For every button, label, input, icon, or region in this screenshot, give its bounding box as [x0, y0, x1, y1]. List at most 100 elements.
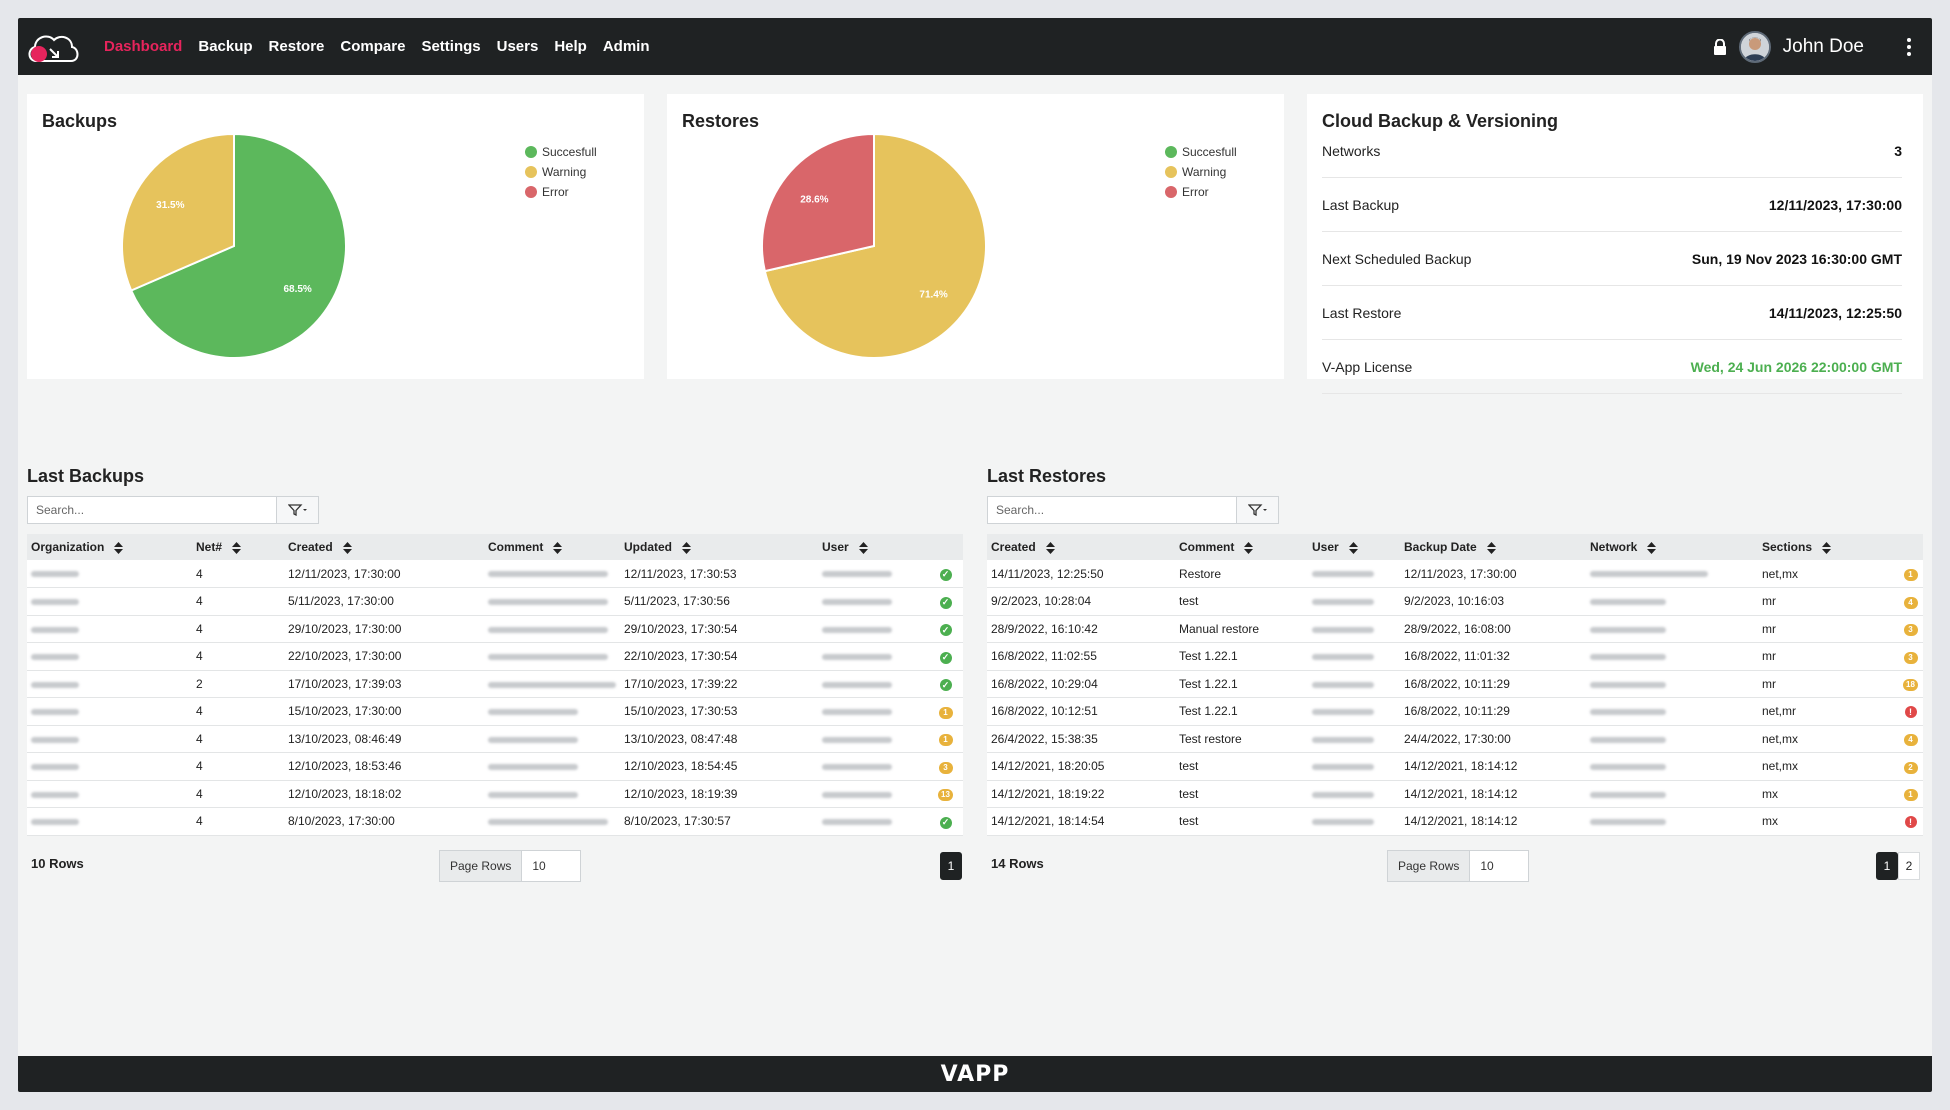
table-row[interactable]: 4 12/11/2023, 17:30:00 12/11/2023, 17:30:5…	[27, 560, 963, 588]
restores-search-input[interactable]: Search...	[996, 503, 1045, 517]
restores-filter-button[interactable]	[1236, 497, 1278, 523]
sections-cell: mr	[1758, 642, 1898, 671]
organization-cell	[27, 615, 192, 643]
table-row[interactable]: 16/8/2022, 11:02:55 Test 1.22.1 16/8/2022,…	[987, 642, 1923, 671]
warning-count-badge[interactable]: 13	[938, 789, 953, 802]
legend-item[interactable]: Succesfull	[1165, 142, 1237, 162]
column-header[interactable]: Backup Date	[1400, 534, 1586, 560]
sections-cell: net,mx	[1758, 752, 1898, 781]
sort-icon[interactable]	[1822, 541, 1832, 554]
table-row[interactable]: 16/8/2022, 10:29:04 Test 1.22.1 16/8/2022,…	[987, 670, 1923, 698]
column-header[interactable]: Created	[284, 534, 484, 560]
info-row: Last Restore 14/11/2023, 12:25:50	[1322, 286, 1902, 340]
page-rows-select[interactable]: 10	[532, 859, 546, 873]
column-header[interactable]: Created	[987, 534, 1175, 560]
warning-count-badge[interactable]: 4	[1903, 734, 1918, 747]
backups-search-input[interactable]: Search...	[36, 503, 85, 517]
sort-icon[interactable]	[1486, 541, 1496, 554]
kebab-menu-icon[interactable]	[1906, 37, 1912, 56]
column-header[interactable]: Comment	[484, 534, 620, 560]
nav-users[interactable]: Users	[496, 38, 539, 55]
warning-count-badge[interactable]: 1	[1903, 789, 1918, 802]
nav-settings[interactable]: Settings	[421, 38, 481, 55]
error-icon[interactable]: !	[1904, 706, 1917, 719]
column-label: Organization	[31, 540, 105, 554]
column-header[interactable]: User	[1308, 534, 1400, 560]
table-row[interactable]: 14/11/2023, 12:25:50 Restore 12/11/2023, 1…	[987, 560, 1923, 588]
table-row[interactable]: 4 15/10/2023, 17:30:00 15/10/2023, 17:30:5…	[27, 697, 963, 726]
pie-slice-warning[interactable]	[121, 132, 235, 292]
column-header[interactable]: Organization	[27, 534, 192, 560]
table-row[interactable]: 14/12/2021, 18:20:05 test 14/12/2021, 18:1…	[987, 752, 1923, 781]
pie-slice-warning[interactable]	[763, 132, 987, 359]
page-button[interactable]: 2	[1898, 852, 1920, 880]
table-row[interactable]: 26/4/2022, 15:38:35 Test restore 24/4/2022…	[987, 725, 1923, 753]
backups-filter-button[interactable]	[276, 497, 318, 523]
table-row[interactable]: 28/9/2022, 16:10:42 Manual restore 28/9/20…	[987, 615, 1923, 643]
nav-dashboard[interactable]: Dashboard	[104, 38, 183, 55]
legend-item[interactable]: Error	[1165, 182, 1237, 202]
table-row[interactable]: 4 12/10/2023, 18:53:46 12/10/2023, 18:54:4…	[27, 752, 963, 781]
page-rows-select[interactable]: 10	[1480, 859, 1494, 873]
status-header	[928, 534, 963, 560]
table-row[interactable]: 4 12/10/2023, 18:18:02 12/10/2023, 18:19:3…	[27, 780, 963, 808]
nav-restore[interactable]: Restore	[268, 38, 325, 55]
sort-icon[interactable]	[1244, 541, 1254, 554]
page-button[interactable]: 1	[1876, 852, 1898, 880]
user-name[interactable]: John Doe	[1782, 35, 1864, 57]
table-row[interactable]: 14/12/2021, 18:14:54 test 14/12/2021, 18:1…	[987, 807, 1923, 836]
error-icon[interactable]: !	[1904, 816, 1917, 829]
column-header[interactable]: User	[818, 534, 928, 560]
nav-compare[interactable]: Compare	[340, 38, 406, 55]
warning-count-badge[interactable]: 1	[938, 706, 953, 719]
nav-backup[interactable]: Backup	[198, 38, 253, 55]
legend-item[interactable]: Warning	[1165, 162, 1237, 182]
table-row[interactable]: 16/8/2022, 10:12:51 Test 1.22.1 16/8/2022,…	[987, 697, 1923, 726]
pie-slice-succesfull[interactable]	[129, 132, 347, 359]
sort-icon[interactable]	[1045, 541, 1055, 554]
table-row[interactable]: 4 22/10/2023, 17:30:00 22/10/2023, 17:30:5…	[27, 642, 963, 671]
column-header[interactable]: Updated	[620, 534, 818, 560]
warning-count-badge[interactable]: 2	[1903, 761, 1918, 774]
legend-item[interactable]: Warning	[525, 162, 597, 182]
created-cell: 15/10/2023, 17:30:00	[284, 697, 484, 726]
warning-count-badge[interactable]: 3	[1903, 624, 1918, 637]
warning-count-badge[interactable]: 4	[1903, 596, 1918, 609]
table-row[interactable]: 14/12/2021, 18:19:22 test 14/12/2021, 18:1…	[987, 780, 1923, 808]
column-header[interactable]: Net#	[192, 534, 284, 560]
legend-item[interactable]: Succesfull	[525, 142, 597, 162]
warning-count-badge[interactable]: 1	[938, 734, 953, 747]
pie-slice-error[interactable]	[761, 132, 875, 273]
nav-admin[interactable]: Admin	[602, 38, 650, 55]
table-row[interactable]: 4 5/11/2023, 17:30:00 5/11/2023, 17:30:56 ✓	[27, 587, 963, 616]
sort-icon[interactable]	[1348, 541, 1358, 554]
warning-count-badge[interactable]: 1	[1903, 569, 1918, 581]
sort-icon[interactable]	[858, 541, 868, 554]
lock-icon[interactable]	[1713, 38, 1727, 55]
table-row[interactable]: 4 13/10/2023, 08:46:49 13/10/2023, 08:47:4…	[27, 725, 963, 753]
sort-icon[interactable]	[1647, 541, 1657, 554]
sort-icon[interactable]	[342, 541, 352, 554]
user-cell	[818, 780, 928, 808]
legend-item[interactable]: Error	[525, 182, 597, 202]
restores-pie-chart: 71.4% 28.6%	[761, 132, 987, 359]
sort-icon[interactable]	[232, 541, 242, 554]
warning-count-badge[interactable]: 3	[938, 761, 953, 774]
sort-icon[interactable]	[682, 541, 691, 554]
table-row[interactable]: 4 29/10/2023, 17:30:00 29/10/2023, 17:30:5…	[27, 615, 963, 643]
warning-count-badge[interactable]: 18	[1903, 679, 1918, 692]
column-header[interactable]: Sections	[1758, 534, 1898, 560]
table-row[interactable]: 9/2/2023, 10:28:04 test 9/2/2023, 10:16:03…	[987, 587, 1923, 616]
warning-count-badge[interactable]: 3	[1903, 651, 1918, 664]
success-check-icon: ✓	[939, 568, 952, 581]
sort-icon[interactable]	[114, 541, 124, 554]
column-header[interactable]: Network	[1586, 534, 1758, 560]
sort-icon[interactable]	[553, 541, 563, 554]
column-header[interactable]: Comment	[1175, 534, 1308, 560]
page-button[interactable]: 1	[940, 852, 962, 880]
nav-help[interactable]: Help	[554, 38, 587, 55]
avatar[interactable]	[1738, 30, 1771, 63]
table-row[interactable]: 4 8/10/2023, 17:30:00 8/10/2023, 17:30:57 ✓	[27, 807, 963, 836]
cloud-logo-icon[interactable]	[24, 27, 82, 67]
table-row[interactable]: 2 17/10/2023, 17:39:03 17/10/2023, 17:39:2…	[27, 670, 963, 698]
